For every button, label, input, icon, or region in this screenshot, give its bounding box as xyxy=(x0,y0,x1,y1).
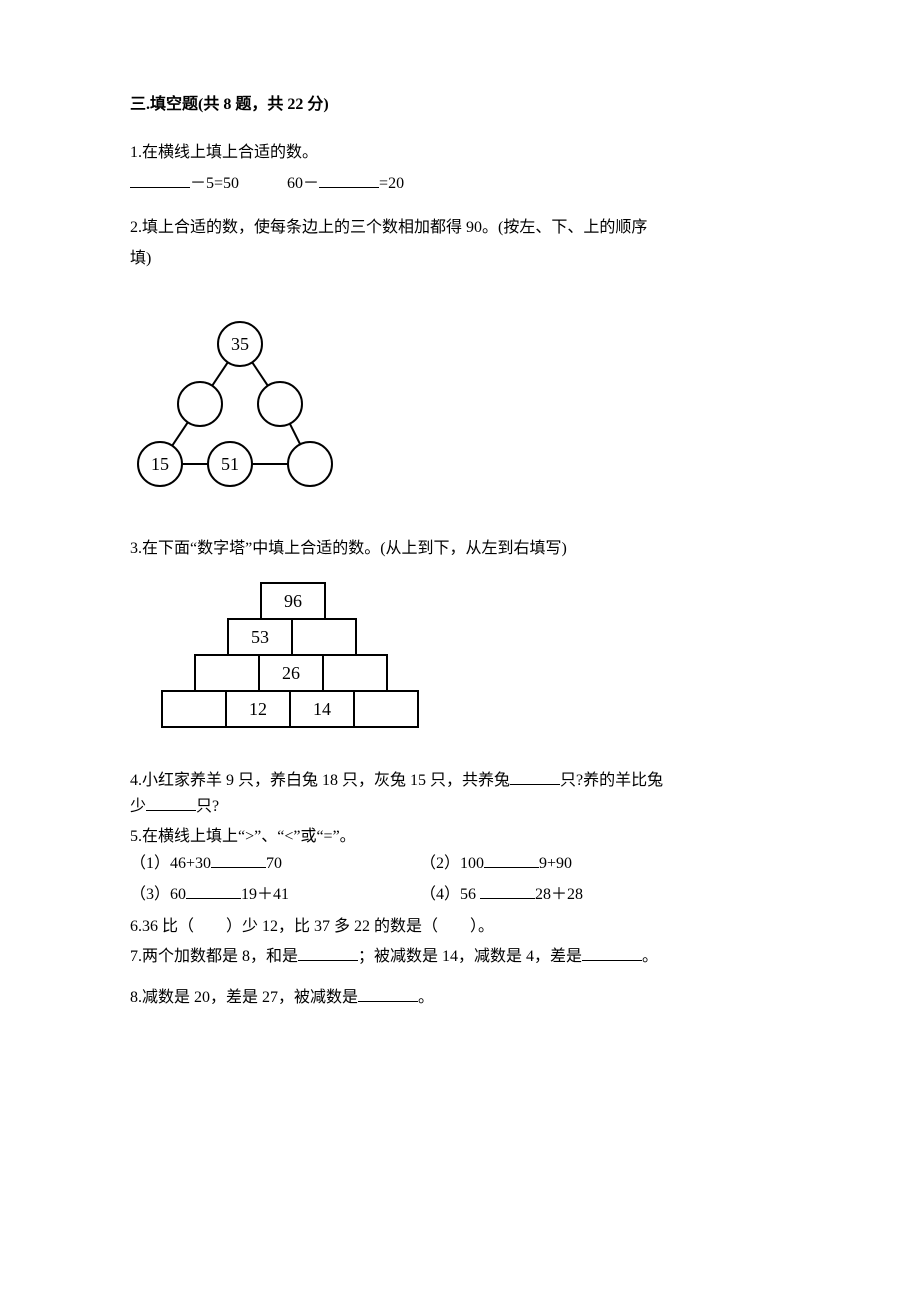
question-5: 5.在横线上填上“>”、“<”或“=”。 （1）46+30 70 （2）100 9+… xyxy=(130,824,790,910)
q5-3-right: 19＋41 xyxy=(241,886,289,903)
pyramid-cell: 96 xyxy=(260,582,326,620)
q5-prompt: 5.在横线上填上“>”、“<”或“=”。 xyxy=(130,824,790,850)
q7-a: 7.两个加数都是 8，和是 xyxy=(130,948,298,965)
q2-prompt-a: 2.填上合适的数，使每条边上的三个数相加都得 90。(按左、下、上的顺序 xyxy=(130,213,790,243)
q1-blank-1[interactable] xyxy=(130,171,190,188)
pyramid-cell[interactable] xyxy=(194,654,260,692)
q4-line1-b: 只?养的羊比兔 xyxy=(560,772,663,789)
q4-blank-1[interactable] xyxy=(510,768,560,785)
svg-text:15: 15 xyxy=(151,454,169,474)
triangle-svg: 35 15 51 xyxy=(130,304,350,494)
pyramid-cell: 14 xyxy=(289,690,355,728)
q3-pyramid: 9653261214 xyxy=(130,582,790,728)
question-2: 2.填上合适的数，使每条边上的三个数相加都得 90。(按左、下、上的顺序 填) … xyxy=(130,213,790,494)
q5-row1: （1）46+30 70 （2）100 9+90 xyxy=(130,849,790,879)
q1-expressions: －5=50 60－ =20 xyxy=(130,169,790,199)
q7-blank-2[interactable] xyxy=(582,944,642,961)
q7-b: ；被减数是 14，减数是 4，差是 xyxy=(358,948,582,965)
q1-blank-2[interactable] xyxy=(319,171,379,188)
pyramid-cell[interactable] xyxy=(353,690,419,728)
q7-c: 。 xyxy=(642,948,658,965)
worksheet-page: 三.填空题(共 8 题，共 22 分) 1.在横线上填上合适的数。 －5=50 … xyxy=(0,0,920,1302)
q5-blank-4[interactable] xyxy=(480,882,535,899)
q5-4-right: 28＋28 xyxy=(535,886,583,903)
pyramid-cell[interactable] xyxy=(291,618,357,656)
q1-prompt: 1.在横线上填上合适的数。 xyxy=(130,138,790,168)
svg-text:35: 35 xyxy=(231,334,249,354)
q5-3-left: （3）60 xyxy=(130,886,186,903)
q6-text: 6.36 比（ ）少 12，比 37 多 22 的数是（ ）。 xyxy=(130,918,494,935)
q5-1-left: （1）46+30 xyxy=(130,855,211,872)
q5-4-left: （4）56 xyxy=(420,886,480,903)
q2-triangle-diagram: 35 15 51 xyxy=(130,304,790,494)
question-6: 6.36 比（ ）少 12，比 37 多 22 的数是（ ）。 xyxy=(130,914,790,940)
q5-2-right: 9+90 xyxy=(539,855,572,872)
question-7: 7.两个加数都是 8，和是 ；被减数是 14，减数是 4，差是 。 xyxy=(130,944,790,970)
q5-blank-3[interactable] xyxy=(186,882,241,899)
svg-text:51: 51 xyxy=(221,454,239,474)
q8-a: 8.减数是 20，差是 27，被减数是 xyxy=(130,989,358,1006)
section-title: 三.填空题(共 8 题，共 22 分) xyxy=(130,90,790,120)
q5-2-left: （2）100 xyxy=(420,855,484,872)
q4-line2-b: 只? xyxy=(196,798,219,815)
pyramid-cell: 26 xyxy=(258,654,324,692)
question-3: 3.在下面“数字塔”中填上合适的数。(从上到下，从左到右填写) 96532612… xyxy=(130,534,790,728)
q5-blank-1[interactable] xyxy=(211,851,266,868)
q1-expr2-suffix: =20 xyxy=(379,175,404,192)
pyramid-cell: 53 xyxy=(227,618,293,656)
q4-line1-a: 4.小红家养羊 9 只，养白兔 18 只，灰兔 15 只，共养兔 xyxy=(130,772,510,789)
q5-1-right: 70 xyxy=(266,855,282,872)
q4-line2-a: 少 xyxy=(130,798,146,815)
question-8: 8.减数是 20，差是 27，被减数是 。 xyxy=(130,983,790,1013)
q1-expr1-suffix: －5=50 xyxy=(190,175,239,192)
q8-b: 。 xyxy=(418,989,434,1006)
q3-prompt: 3.在下面“数字塔”中填上合适的数。(从上到下，从左到右填写) xyxy=(130,534,790,564)
q5-blank-2[interactable] xyxy=(484,851,539,868)
question-4: 4.小红家养羊 9 只，养白兔 18 只，灰兔 15 只，共养兔只?养的羊比兔 … xyxy=(130,768,790,819)
q7-blank-1[interactable] xyxy=(298,944,358,961)
q5-row2: （3）60 19＋41 （4）56 28＋28 xyxy=(130,880,790,910)
q1-expr2-prefix: 60－ xyxy=(287,175,319,192)
q8-blank-1[interactable] xyxy=(358,985,418,1002)
q2-prompt-b: 填) xyxy=(130,244,790,274)
pyramid-cell: 12 xyxy=(225,690,291,728)
pyramid-cell[interactable] xyxy=(161,690,227,728)
question-1: 1.在横线上填上合适的数。 －5=50 60－ =20 xyxy=(130,138,790,199)
pyramid-cell[interactable] xyxy=(322,654,388,692)
q4-blank-2[interactable] xyxy=(146,794,196,811)
